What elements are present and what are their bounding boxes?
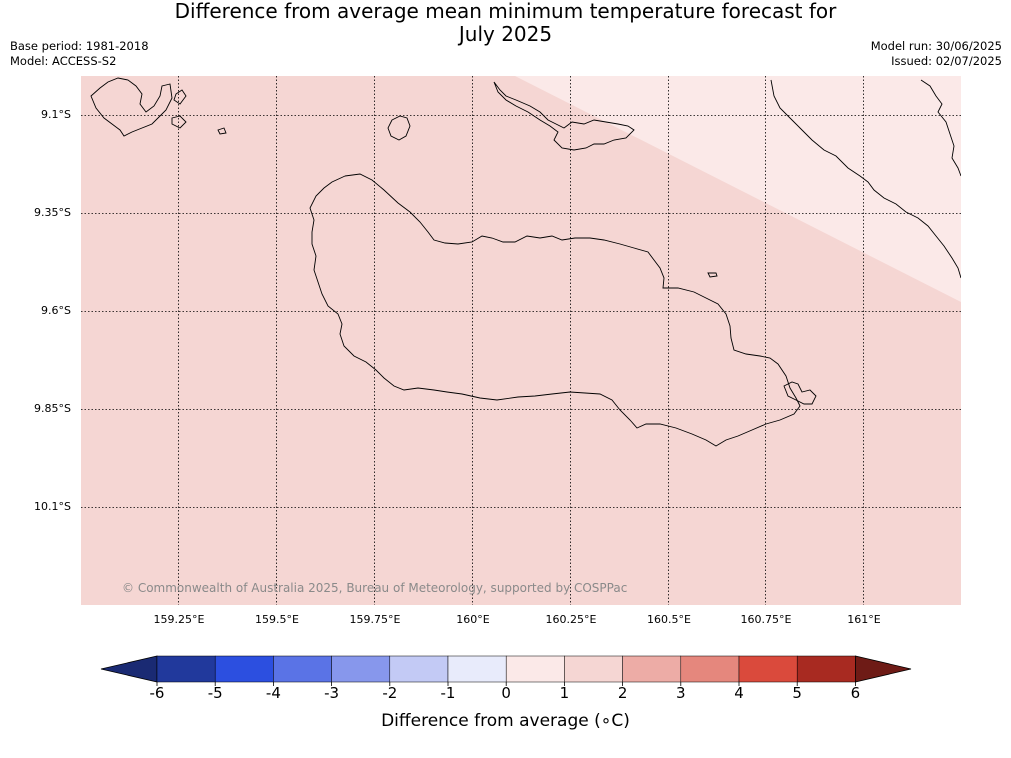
lon-label-159.5: 159.5°E [255, 613, 299, 626]
coastline-nw [90, 77, 173, 137]
anomaly-region-0-to-1 [515, 76, 961, 302]
coastline-ne-tip [920, 79, 961, 177]
colorbar-bin-0-to-1 [505, 655, 565, 683]
coastline-nw-islet-2 [171, 115, 187, 129]
colorbar-tick-label: -3 [324, 684, 340, 702]
colorbar-tick-label: -5 [207, 684, 223, 702]
base-period: Base period: 1981-2018 [10, 39, 149, 53]
colorbar-tick-label: 0 [501, 684, 511, 702]
colorbar-bin--1-to-0 [447, 655, 507, 683]
title-line-1: Difference from average mean minimum tem… [174, 0, 837, 23]
coastline-islet [707, 272, 718, 278]
lat-label-9.6: 9.6°S [41, 304, 71, 317]
colorbar-tick-label: -6 [149, 684, 165, 702]
lat-label-9.85: 9.85°S [34, 402, 71, 415]
coastline-east-islets [783, 381, 817, 405]
colorbar-bin--3-to--2 [331, 655, 391, 683]
meta-left: Base period: 1981-2018 Model: ACCESS-S2 [10, 39, 149, 69]
colorbar-tick-label: 1 [559, 684, 570, 702]
colorbar-under-triangle [100, 655, 158, 683]
title-line-2: July 2025 [458, 22, 553, 46]
colorbar-tick-label: 4 [734, 684, 744, 702]
lon-label-159.25: 159.25°E [153, 613, 205, 626]
model-run: Model run: 30/06/2025 [870, 39, 1002, 53]
lat-label-9.1: 9.1°S [41, 108, 71, 121]
colorbar-label: Difference from average (∘C) [381, 711, 630, 731]
coastline-n-central [493, 81, 635, 151]
colorbar-tick-label: 5 [792, 684, 802, 702]
colorbar-tick-label: 3 [676, 684, 686, 702]
lat-label-10.1: 10.1°S [34, 500, 71, 513]
chart-title: Difference from average mean minimum tem… [0, 0, 1011, 46]
colorbar-bin--5-to--4 [214, 655, 274, 683]
lon-label-160.25: 160.25°E [545, 613, 597, 626]
coastline-nw-islet-3 [217, 127, 227, 135]
colorbar-bin--4-to--3 [273, 655, 332, 683]
colorbar-bin-2-to-3 [622, 655, 682, 683]
colorbar-bin-3-to-4 [680, 655, 740, 683]
coastline-nw-islet-1 [173, 89, 187, 105]
coastline-main-island [309, 173, 801, 447]
lon-label-161: 161°E [847, 613, 881, 626]
colorbar-tick-label: -1 [440, 684, 456, 702]
lon-label-160.75: 160.75°E [740, 613, 792, 626]
graticule [81, 76, 961, 605]
colorbar-bin-5-to-6 [796, 655, 856, 683]
lon-label-160: 160°E [456, 613, 490, 626]
copyright-text: © Commonwealth of Australia 2025, Bureau… [122, 581, 627, 595]
issued-date: Issued: 02/07/2025 [891, 54, 1002, 68]
coastlines [90, 77, 961, 447]
meta-right: Model run: 30/06/2025 Issued: 02/07/2025 [871, 39, 1002, 69]
colorbar-tick-label: -4 [265, 684, 281, 702]
coastline-small-island [387, 115, 411, 141]
lat-label-9.35: 9.35°S [34, 206, 71, 219]
colorbar-bin--6-to--5 [156, 655, 216, 683]
colorbar-bin--2-to--1 [389, 655, 449, 683]
colorbar-bin-4-to-5 [738, 655, 798, 683]
colorbar-tick-label: 6 [850, 684, 861, 702]
coastline-ne [770, 79, 961, 279]
lon-label-160.5: 160.5°E [647, 613, 691, 626]
colorbar-bin-1-to-2 [564, 655, 623, 683]
lon-label-159.75: 159.75°E [349, 613, 401, 626]
colorbar-tick-label: 2 [617, 684, 628, 702]
colorbar-over-triangle [855, 655, 912, 683]
model-name: Model: ACCESS-S2 [10, 54, 117, 68]
colorbar-tick-label: -2 [382, 684, 398, 702]
